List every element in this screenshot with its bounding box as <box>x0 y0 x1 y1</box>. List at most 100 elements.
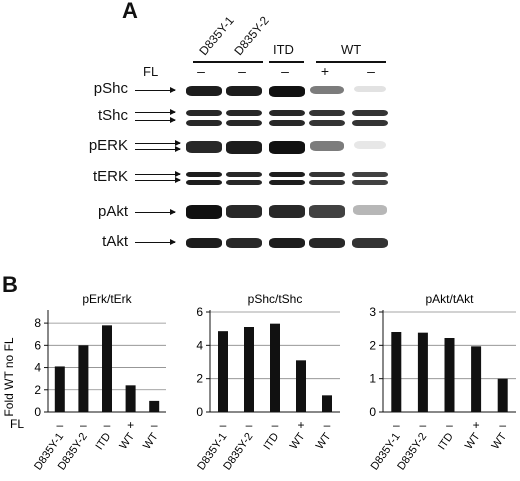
y-tick-label: 2 <box>34 383 41 397</box>
fl-sign-a-5: – <box>367 63 375 79</box>
y-tick-label: 4 <box>196 338 203 352</box>
bar <box>54 366 65 412</box>
blot-pakt <box>182 203 387 221</box>
chart-title: pAkt/tAkt <box>425 292 474 306</box>
band-terk-lane-3-2 <box>269 179 305 185</box>
band-takt-lane-2 <box>226 237 262 248</box>
group-label-d835y-2: D835Y-2 <box>231 13 272 58</box>
bar-charts: Fold WT no FL FL pErk/tErk02468–D835Y-1–… <box>2 292 516 472</box>
y-tick-label: 1 <box>369 372 376 386</box>
arrow-pakt <box>135 209 176 215</box>
band-tshc-lane-1-1 <box>186 109 222 116</box>
arrow-perk-upper <box>135 140 181 146</box>
x-tick-label: ITD <box>436 431 456 452</box>
band-pakt-lane-2 <box>226 205 262 219</box>
x-tick-label: WT <box>463 431 483 452</box>
fl-sign: – <box>246 418 253 432</box>
y-tick-label: 0 <box>369 405 376 419</box>
group-underline-wt <box>316 61 386 63</box>
blot-label-terk: tERK <box>92 168 128 185</box>
blot-label-pakt: pAkt <box>97 203 128 220</box>
y-tick-label: 6 <box>196 305 203 319</box>
band-pshc-lane-4 <box>309 85 345 95</box>
x-tick-label: WT <box>117 431 137 452</box>
band-tshc-lane-2-1 <box>226 109 262 116</box>
bar <box>444 338 455 412</box>
x-tick-label: ITD <box>93 431 113 452</box>
fl-sign-a-3: – <box>281 63 289 79</box>
bar <box>471 346 482 412</box>
band-pshc-lane-2 <box>226 85 262 97</box>
band-pshc-lane-5 <box>353 85 387 93</box>
band-terk-lane-5-1 <box>352 172 388 178</box>
x-tick-label: WT <box>141 431 161 452</box>
fl-sign-a-1: – <box>197 63 205 79</box>
band-tshc-lane-3-2 <box>269 119 305 126</box>
y-tick-label: 0 <box>196 405 203 419</box>
y-tick-label: 3 <box>369 305 376 319</box>
arrow-takt <box>135 239 176 245</box>
y-tick-label: 8 <box>34 316 41 330</box>
band-tshc-lane-3-1 <box>269 109 305 116</box>
band-pshc-lane-1 <box>186 85 222 97</box>
bar <box>125 385 136 412</box>
fl-sign: – <box>56 418 63 432</box>
bar <box>78 345 89 412</box>
panel-b-letter: B <box>2 272 18 297</box>
arrow-tshc-lower <box>135 117 176 123</box>
band-perk-lane-5 <box>353 141 387 149</box>
band-perk-lane-3 <box>269 141 305 154</box>
bar <box>296 360 306 412</box>
bar <box>417 332 428 412</box>
band-terk-lane-2-1 <box>226 172 262 178</box>
x-tick-label: WT <box>490 431 510 452</box>
fl-sign: – <box>499 418 506 432</box>
band-pakt-lane-3 <box>269 205 305 219</box>
band-tshc-lane-2-2 <box>226 119 262 126</box>
arrow-tshc-upper <box>135 109 176 115</box>
fl-sign: – <box>393 418 400 432</box>
fl-label-a: FL <box>143 64 159 79</box>
y-tick-label: 2 <box>196 372 203 386</box>
arrow-terk-lower <box>135 177 181 183</box>
band-tshc-lane-5-1 <box>352 109 388 116</box>
fl-sign: – <box>272 418 279 432</box>
fl-sign: + <box>473 418 480 432</box>
blot-label-pshc: pShc <box>93 80 128 97</box>
y-tick-label: 0 <box>34 405 41 419</box>
arrow-perk-lower <box>135 146 181 152</box>
band-terk-lane-2-2 <box>226 179 262 185</box>
chart-title: pErk/tErk <box>82 292 132 306</box>
bar <box>218 331 228 412</box>
fl-sign: – <box>446 418 453 432</box>
band-tshc-lane-4-1 <box>309 109 345 116</box>
x-tick-label: ITD <box>261 431 281 452</box>
arrow-pshc <box>135 87 176 93</box>
band-tshc-lane-5-2 <box>352 119 388 126</box>
fl-sign: – <box>220 418 227 432</box>
band-pshc-lane-3 <box>269 85 305 97</box>
band-takt-lane-1 <box>186 237 222 249</box>
fl-sign-a-2: – <box>238 63 246 79</box>
fl-sign: – <box>151 418 158 432</box>
bar <box>270 323 280 412</box>
bar <box>497 378 508 412</box>
band-terk-lane-4-2 <box>309 179 345 185</box>
blot-takt <box>182 236 388 250</box>
band-terk-lane-3-1 <box>269 172 305 178</box>
band-terk-lane-1-2 <box>186 179 222 185</box>
y-tick-label: 4 <box>34 361 41 375</box>
blot-label-perk: pERK <box>88 137 128 154</box>
group-label-wt: WT <box>341 42 362 57</box>
fl-sign: – <box>80 418 87 432</box>
panel-a-letter: A <box>122 0 138 23</box>
band-takt-lane-4 <box>309 237 345 248</box>
band-tshc-lane-1-2 <box>186 119 222 126</box>
band-terk-lane-5-2 <box>352 179 388 185</box>
chart-title: pShc/tShc <box>248 292 303 306</box>
band-perk-lane-2 <box>226 141 262 154</box>
group-label-d835y-1: D835Y-1 <box>196 13 237 58</box>
group-underline-d835y <box>193 61 263 63</box>
